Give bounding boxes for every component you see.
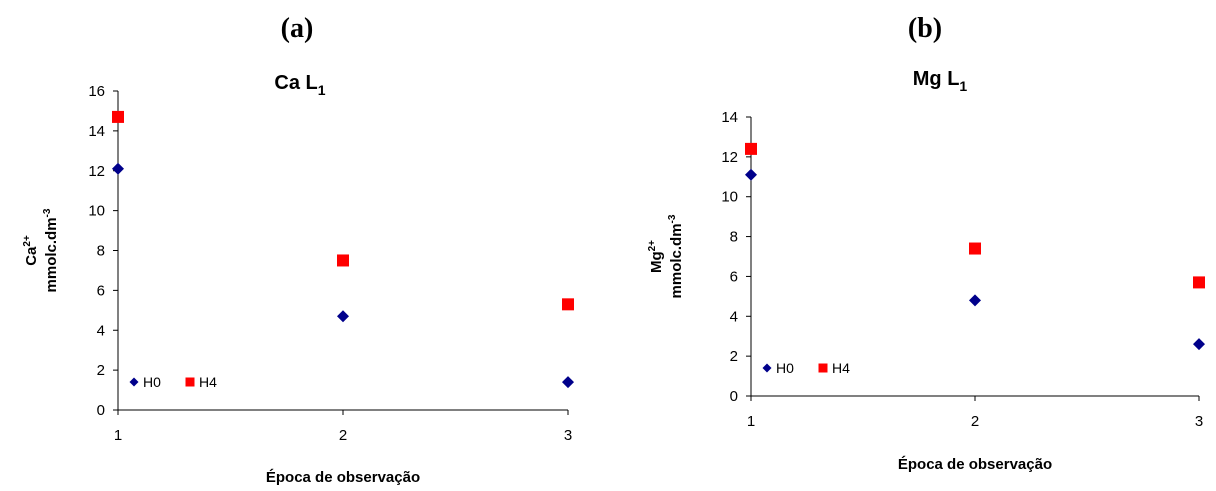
point-h0 [745, 168, 757, 181]
y-tick-label: 16 [88, 83, 105, 100]
point-h0 [337, 310, 349, 323]
y-axis-title-ion: Mg [648, 251, 665, 273]
y-tick-label: 2 [730, 348, 738, 365]
point-h0 [1193, 338, 1205, 351]
y-axis-title-ion-charge: 2+ [22, 235, 33, 247]
y-tick-label: 6 [730, 268, 738, 285]
y-tick-label: 14 [721, 109, 738, 126]
point-h4 [337, 254, 349, 267]
legend-marker-h4 [818, 363, 828, 373]
x-tick-label: 1 [747, 413, 755, 430]
y-tick-label: 2 [97, 362, 105, 379]
y-axis-title-line1: Ca2+ [22, 235, 40, 266]
point-h4 [562, 298, 574, 311]
y-axis-title-line1: Mg2+ [647, 240, 665, 273]
legend-marker-h0 [762, 363, 772, 373]
x-tick-label: 3 [564, 427, 572, 444]
y-axis-title-unit-exponent: -3 [667, 214, 678, 223]
point-h4 [1193, 276, 1205, 289]
y-tick-label: 8 [97, 243, 105, 260]
y-tick-label: 0 [730, 388, 738, 405]
y-axis-title-unit-exponent: -3 [42, 208, 53, 217]
chart-title: Ca L1 [274, 72, 325, 98]
x-tick-label: 2 [339, 427, 347, 444]
y-tick-label: 0 [97, 402, 105, 419]
legend-label-h0: H0 [776, 360, 794, 376]
chart-title-text: Mg L [913, 68, 960, 90]
x-axis-title: Época de observação [898, 456, 1052, 473]
y-axis-title-unit: mmolc.dm [668, 223, 685, 298]
y-tick-label: 10 [721, 189, 738, 206]
panel-label: (a) [281, 13, 314, 44]
chart-title-subscript: 1 [959, 78, 967, 94]
y-tick-label: 14 [88, 123, 105, 140]
y-tick-label: 8 [730, 229, 738, 246]
chart-title-text: Ca L [274, 72, 317, 94]
panel-label: (b) [908, 13, 942, 44]
x-tick-label: 3 [1195, 413, 1203, 430]
y-tick-label: 4 [97, 322, 105, 339]
y-tick-label: 12 [721, 149, 738, 166]
x-tick-label: 1 [114, 427, 122, 444]
y-axis-title-line2: mmolc.dm-3 [42, 208, 60, 292]
y-axis-title-line2: mmolc.dm-3 [667, 214, 685, 298]
chart-title: Mg L1 [913, 68, 968, 94]
point-h0 [969, 294, 981, 307]
legend-label-h4: H4 [832, 360, 850, 376]
point-h4 [745, 142, 757, 155]
legend-marker-h0 [129, 377, 139, 387]
y-tick-label: 6 [97, 282, 105, 299]
y-tick-label: 12 [88, 163, 105, 180]
x-tick-label: 2 [971, 413, 979, 430]
y-tick-label: 4 [730, 308, 738, 325]
x-axis-title: Época de observação [266, 469, 420, 486]
y-axis-title-unit: mmolc.dm [43, 217, 60, 292]
point-h0 [562, 376, 574, 389]
legend-label-h4: H4 [199, 374, 217, 390]
legend-label-h0: H0 [143, 374, 161, 390]
point-h0 [112, 162, 124, 175]
point-h4 [969, 242, 981, 255]
y-tick-label: 10 [88, 203, 105, 220]
y-axis-title-ion-charge: 2+ [647, 240, 658, 252]
point-h4 [112, 110, 124, 123]
y-axis-title-ion: Ca [23, 246, 40, 266]
chart-title-subscript: 1 [318, 82, 326, 98]
legend-marker-h4 [185, 377, 195, 387]
